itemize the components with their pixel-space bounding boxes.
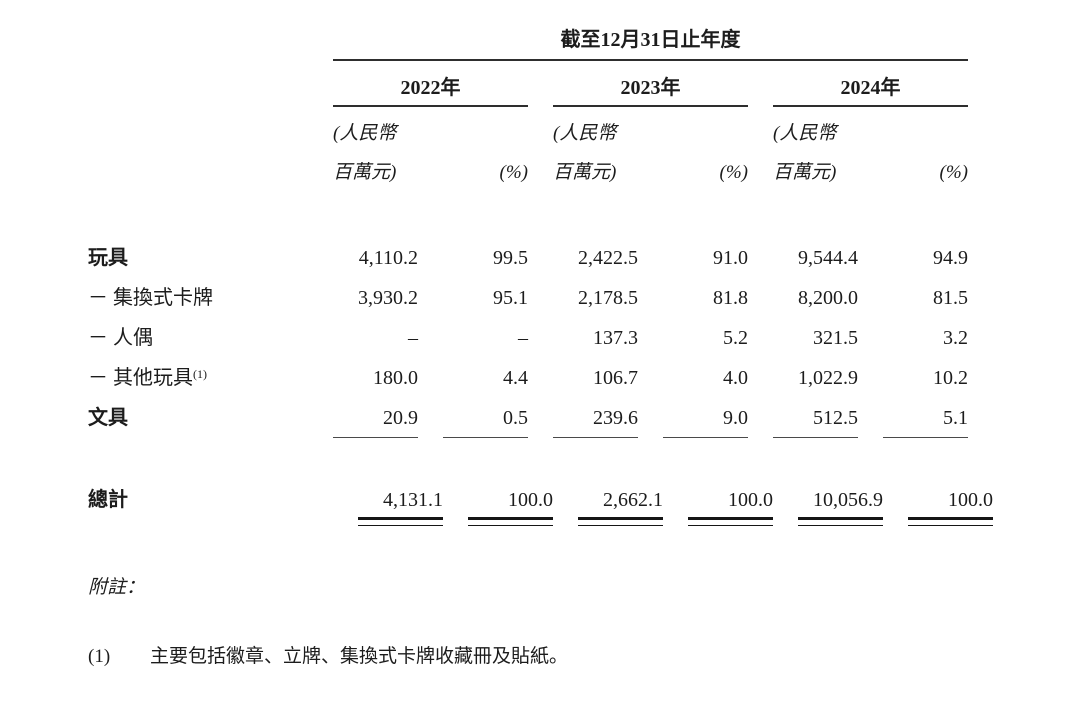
cell-2023-amount: 239.6 (553, 398, 638, 438)
table-row-toys: 玩具 4,110.2 99.5 2,422.5 91.0 9,544.4 94.… (88, 238, 968, 278)
table-body: 玩具 4,110.2 99.5 2,422.5 91.0 9,544.4 94.… (88, 238, 968, 438)
cell-2022-pct: 95.1 (493, 287, 528, 309)
footnote-text: 主要包括徽章、立牌、集換式卡牌收藏冊及貼紙。 (150, 646, 569, 667)
cell-2023-pct: 81.8 (713, 287, 748, 309)
total-2024-amount: 10,056.9 (798, 484, 883, 526)
percent-header: (%) (939, 162, 968, 183)
cell-2023-amount: 2,178.5 (578, 287, 638, 309)
unit-header-row-2: 百萬元) (%) 百萬元) (%) 百萬元) (%) (88, 160, 968, 186)
footnote-marker: (1) (88, 646, 111, 667)
row-label: － 人偶 (88, 327, 153, 349)
table-row-stationery: 文具 20.9 0.5 239.6 9.0 512.5 5.1 (88, 398, 968, 438)
cell-2024-amount: 321.5 (813, 327, 858, 349)
cell-2022-amount: 20.9 (333, 398, 418, 438)
cell-2023-amount: 106.7 (593, 367, 638, 389)
row-label: 玩具 (88, 247, 128, 269)
unit-label: 百萬元) (333, 162, 397, 183)
cell-2023-pct: 91.0 (713, 247, 748, 269)
row-label: － 集換式卡牌 (88, 287, 213, 309)
unit-label: (人民幣 (333, 123, 397, 144)
unit-label: (人民幣 (553, 123, 617, 144)
footnote-ref-1: (1) (193, 367, 207, 381)
unit-header-row-1: (人民幣 (人民幣 (人民幣 (88, 122, 968, 146)
cell-2023-pct: 5.2 (723, 327, 748, 349)
cell-2024-pct: 10.2 (933, 367, 968, 389)
period-header: 截至12月31日止年度 (333, 28, 968, 61)
table-row-trading-cards: － 集換式卡牌 3,930.2 95.1 2,178.5 81.8 8,200.… (88, 278, 968, 318)
cell-2022-pct: 0.5 (443, 398, 528, 438)
cell-2024-amount: 9,544.4 (798, 247, 858, 269)
table-row-total: 總計 4,131.1 100.0 2,662.1 100.0 10,056.9 … (88, 484, 993, 526)
row-label: － 其他玩具(1) (88, 358, 333, 398)
year-header-row: 2022年 2023年 2024年 (88, 75, 968, 107)
cell-2022-pct: 4.4 (503, 367, 528, 389)
cell-2022-pct: – (518, 327, 528, 349)
cell-2024-amount: 8,200.0 (798, 287, 858, 309)
cell-2024-pct: 94.9 (933, 247, 968, 269)
unit-label: 百萬元) (553, 162, 617, 183)
cell-2024-pct: 81.5 (933, 287, 968, 309)
percent-header: (%) (499, 162, 528, 183)
total-2022-pct: 100.0 (468, 484, 553, 526)
footnotes-header: 附註： (88, 577, 146, 598)
cell-2024-pct: 5.1 (883, 398, 968, 438)
cell-2022-amount: 4,110.2 (358, 247, 418, 269)
unit-label: 百萬元) (773, 162, 837, 183)
row-label: 文具 (88, 407, 128, 429)
table-row-other-toys: － 其他玩具(1) 180.0 4.4 106.7 4.0 1,022.9 10… (88, 358, 968, 398)
cell-2023-pct: 9.0 (663, 398, 748, 438)
year-header-2023: 2023年 (553, 75, 748, 107)
total-2022-amount: 4,131.1 (358, 484, 443, 526)
total-2023-pct: 100.0 (688, 484, 773, 526)
year-header-2024: 2024年 (773, 75, 968, 107)
cell-2022-amount: 180.0 (373, 367, 418, 389)
row-label-text: － 其他玩具 (88, 367, 193, 389)
footnote-item-1: (1) 主要包括徽章、立牌、集換式卡牌收藏冊及貼紙。 (88, 644, 568, 670)
total-2024-pct: 100.0 (908, 484, 993, 526)
cell-2022-amount: 3,930.2 (358, 287, 418, 309)
total-label: 總計 (88, 489, 128, 511)
total-2023-amount: 2,662.1 (578, 484, 663, 526)
cell-2022-pct: 99.5 (493, 247, 528, 269)
label-column-spacer (88, 75, 333, 107)
unit-label: (人民幣 (773, 123, 837, 144)
cell-2024-amount: 512.5 (773, 398, 858, 438)
cell-2024-amount: 1,022.9 (798, 367, 858, 389)
year-header-2022: 2022年 (333, 75, 528, 107)
revenue-breakdown-table: 截至12月31日止年度 2022年 2023年 2024年 (人民幣 (人民幣 … (88, 28, 993, 526)
cell-2023-pct: 4.0 (723, 367, 748, 389)
cell-2024-pct: 3.2 (943, 327, 968, 349)
cell-2023-amount: 2,422.5 (578, 247, 638, 269)
cell-2023-amount: 137.3 (593, 327, 638, 349)
cell-2022-amount: – (408, 327, 418, 349)
percent-header: (%) (719, 162, 748, 183)
table-row-figures: － 人偶 – – 137.3 5.2 321.5 3.2 (88, 318, 968, 358)
